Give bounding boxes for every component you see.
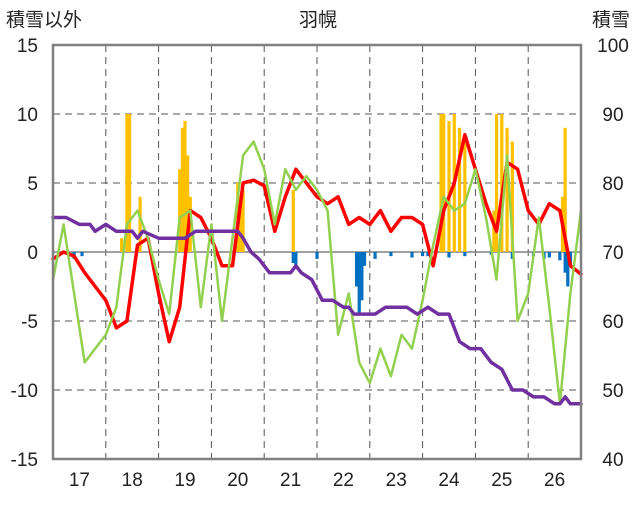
bar-blue bbox=[566, 252, 570, 287]
bar-orange bbox=[120, 238, 124, 252]
bar-orange bbox=[138, 196, 142, 252]
right-tick-label: 100 bbox=[597, 36, 629, 57]
left-tick-label: -15 bbox=[11, 450, 38, 471]
bar-orange bbox=[238, 210, 243, 252]
bar-series bbox=[72, 114, 573, 315]
bar-orange bbox=[500, 114, 504, 252]
x-tick-label: 25 bbox=[491, 470, 512, 491]
series-line-red bbox=[51, 132, 583, 344]
bar-blue bbox=[357, 252, 361, 315]
plot-frame bbox=[51, 43, 583, 461]
right-tick-label: 70 bbox=[602, 243, 623, 264]
left-tick-label: -5 bbox=[21, 312, 38, 333]
bar-orange bbox=[563, 127, 567, 252]
x-tick-label: 24 bbox=[438, 470, 460, 491]
x-tick-label: 21 bbox=[280, 470, 301, 491]
left-tick-label: 10 bbox=[17, 105, 38, 126]
bar-orange bbox=[494, 114, 499, 252]
x-tick-labels: 17 18 19 20 21 22 23 24 25 26 bbox=[69, 470, 565, 491]
right-tick-label: 50 bbox=[602, 381, 623, 402]
bar-orange bbox=[463, 141, 467, 252]
right-y-tick-labels: 100 90 80 70 60 50 40 bbox=[597, 36, 629, 471]
bar-blue bbox=[563, 252, 567, 273]
x-tick-label: 26 bbox=[544, 470, 565, 491]
bar-orange bbox=[442, 114, 446, 252]
bar-orange bbox=[492, 210, 496, 252]
left-axis-label: 積雪以外 bbox=[6, 9, 82, 31]
x-tick-label: 22 bbox=[333, 470, 354, 491]
bar-orange bbox=[241, 189, 245, 252]
left-tick-label: -10 bbox=[11, 381, 38, 402]
bar-blue bbox=[373, 252, 377, 259]
bar-orange bbox=[178, 169, 182, 252]
bar-blue bbox=[315, 252, 319, 259]
left-y-tick-labels: 15 10 5 0 -5 -10 -15 bbox=[11, 36, 38, 471]
bar-blue bbox=[547, 252, 551, 258]
series-line-purple bbox=[51, 215, 583, 406]
bar-blue bbox=[80, 252, 84, 257]
bar-orange bbox=[180, 127, 184, 252]
left-tick-label: 5 bbox=[27, 174, 38, 195]
bar-blue bbox=[389, 252, 393, 257]
x-tick-label: 17 bbox=[69, 470, 90, 491]
bar-blue bbox=[294, 252, 298, 266]
bar-blue bbox=[421, 252, 425, 257]
bar-orange bbox=[457, 127, 462, 252]
chart-title: 羽幌 bbox=[299, 9, 337, 31]
bar-blue bbox=[463, 252, 467, 257]
bar-orange bbox=[186, 155, 190, 252]
x-tick-label: 19 bbox=[174, 470, 195, 491]
left-tick-label: 0 bbox=[27, 243, 38, 264]
bar-blue bbox=[360, 252, 364, 301]
right-tick-label: 80 bbox=[602, 174, 623, 195]
bar-orange bbox=[127, 114, 132, 252]
right-tick-label: 90 bbox=[602, 105, 623, 126]
right-axis-label: 積雪 bbox=[592, 9, 630, 31]
bar-orange bbox=[183, 120, 187, 253]
bar-blue bbox=[291, 252, 295, 264]
right-tick-label: 60 bbox=[602, 312, 623, 333]
left-tick-label: 15 bbox=[17, 36, 38, 57]
bar-blue bbox=[410, 252, 414, 258]
bar-blue bbox=[426, 252, 430, 257]
bar-orange bbox=[291, 189, 295, 252]
line-series bbox=[51, 132, 583, 406]
bar-blue bbox=[558, 252, 562, 261]
series-line-green bbox=[51, 140, 583, 406]
bar-orange bbox=[505, 127, 509, 252]
bar-orange bbox=[439, 114, 443, 252]
bar-orange bbox=[447, 120, 451, 253]
bar-blue bbox=[447, 252, 451, 258]
x-tick-label: 20 bbox=[227, 470, 248, 491]
right-tick-label: 40 bbox=[602, 450, 623, 471]
bar-orange bbox=[125, 114, 129, 252]
x-tick-label: 23 bbox=[386, 470, 407, 491]
bar-blue bbox=[355, 252, 359, 287]
bar-orange bbox=[510, 141, 514, 252]
bar-blue bbox=[362, 252, 367, 266]
x-tick-label: 18 bbox=[122, 470, 143, 491]
